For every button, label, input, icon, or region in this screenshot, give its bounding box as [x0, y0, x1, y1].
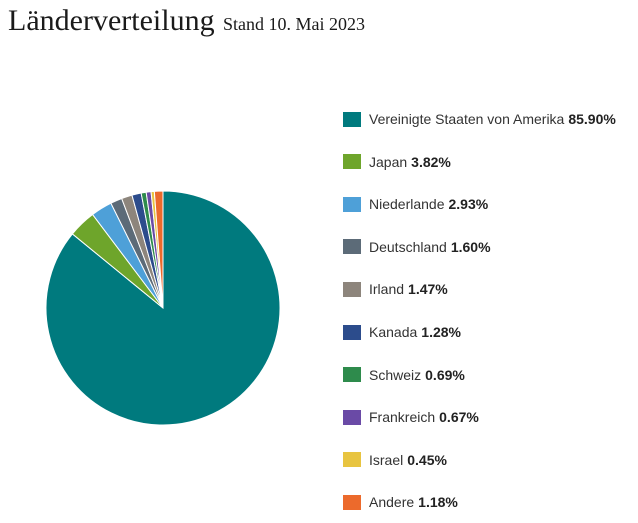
- legend-value: 1.28%: [421, 324, 461, 340]
- legend-value: 1.47%: [408, 281, 448, 298]
- legend-item[interactable]: Irland 1.47%: [343, 278, 448, 300]
- legend-label: Niederlande: [369, 196, 445, 213]
- legend-label: Deutschland: [369, 238, 447, 255]
- legend-swatch: [343, 367, 361, 383]
- legend-value: 1.60%: [450, 238, 491, 255]
- legend-swatch: [343, 239, 361, 255]
- legend-value: 0.69%: [425, 366, 465, 383]
- legend-label: Israel: [369, 451, 404, 468]
- chart-header: Länderverteilung Stand 10. Mai 2023: [8, 4, 365, 38]
- legend-value: 1.18%: [418, 494, 458, 511]
- legend-item[interactable]: Schweiz 0.69%: [343, 364, 465, 386]
- legend-item[interactable]: Frankreich 0.67%: [343, 406, 479, 428]
- legend-item[interactable]: Niederlande 2.93%: [343, 193, 488, 215]
- legend-label: Andere: [369, 494, 415, 511]
- legend-swatch: [343, 452, 361, 468]
- legend-swatch: [343, 154, 361, 170]
- pie-slice-andere[interactable]: [153, 190, 164, 309]
- legend-item[interactable]: Deutschland 1.60%: [343, 236, 491, 258]
- legend-swatch: [343, 196, 361, 212]
- chart-title: Länderverteilung: [8, 4, 215, 37]
- legend-item[interactable]: Andere 1.18%: [343, 491, 458, 513]
- legend-swatch: [343, 409, 361, 425]
- legend-label: Irland: [369, 281, 405, 298]
- legend-label: Frankreich: [369, 409, 436, 426]
- legend-label: Japan: [369, 153, 408, 170]
- chart-subtitle: Stand 10. Mai 2023: [223, 14, 366, 34]
- legend-value: 2.93%: [448, 196, 489, 213]
- legend-label: Kanada: [369, 324, 418, 340]
- legend-swatch: [343, 324, 361, 340]
- legend-label: Schweiz: [369, 366, 422, 383]
- legend-item[interactable]: Israel 0.45%: [343, 449, 447, 471]
- legend-label: Vereinigte Staaten von Amerika: [369, 111, 565, 127]
- legend-value: 0.45%: [407, 451, 447, 468]
- legend-item[interactable]: Vereinigte Staaten von Amerika 85.90%: [343, 108, 616, 130]
- legend-item[interactable]: Kanada 1.28%: [343, 321, 461, 343]
- legend-value: 85.90%: [568, 111, 616, 127]
- legend-swatch: [343, 281, 361, 297]
- legend-item[interactable]: Japan 3.82%: [343, 151, 451, 173]
- legend-swatch: [343, 111, 361, 127]
- legend-swatch: [343, 494, 361, 510]
- legend-value: 0.67%: [439, 409, 479, 426]
- legend-value: 3.82%: [411, 153, 451, 170]
